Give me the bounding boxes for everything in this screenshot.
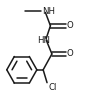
Text: Cl: Cl xyxy=(48,83,57,92)
Text: NH: NH xyxy=(42,7,55,16)
Text: O: O xyxy=(67,21,74,30)
Text: O: O xyxy=(67,50,74,58)
Text: HN: HN xyxy=(37,36,50,45)
